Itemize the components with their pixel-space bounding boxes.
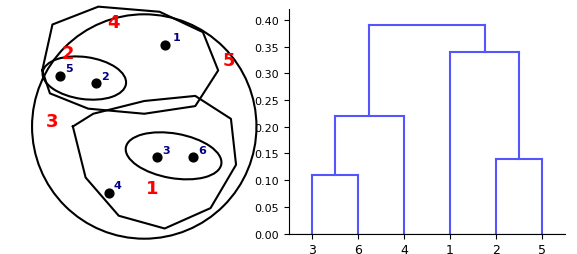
Text: 2: 2 <box>62 44 74 62</box>
Text: 4: 4 <box>107 14 120 32</box>
Point <box>188 155 197 160</box>
Text: 3: 3 <box>162 145 170 155</box>
Point <box>91 82 100 86</box>
Text: 2: 2 <box>101 71 108 81</box>
Text: 5: 5 <box>65 64 73 74</box>
Point <box>152 155 162 160</box>
Point <box>104 191 113 195</box>
Text: 3: 3 <box>46 113 59 131</box>
Text: 6: 6 <box>198 145 205 155</box>
Point <box>55 74 65 78</box>
Point <box>160 44 169 48</box>
Text: 4: 4 <box>114 181 122 190</box>
Text: 1: 1 <box>145 179 158 197</box>
Text: 5: 5 <box>222 52 235 70</box>
Text: 1: 1 <box>173 33 180 43</box>
